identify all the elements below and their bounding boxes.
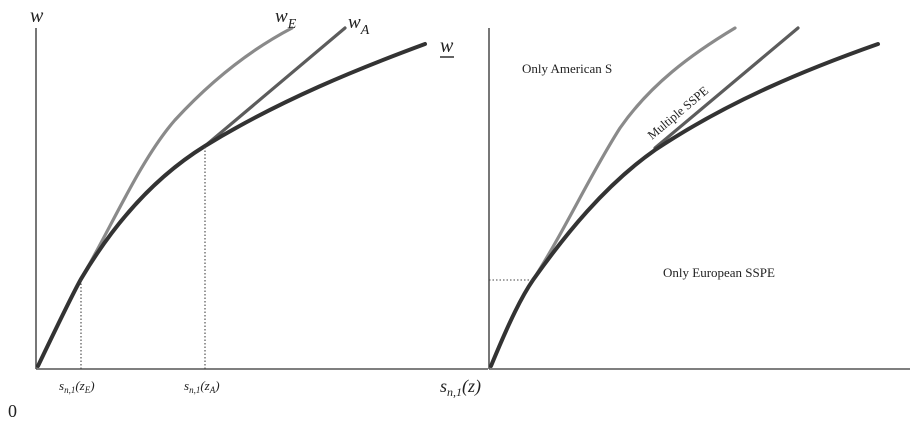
curve-w-underbar [36,42,427,368]
region-label-only-american: Only American S [522,61,612,76]
right-curve-middle [653,26,800,150]
right-curve-lower [489,42,880,368]
region-label-only-european: Only European SSPE [663,265,775,280]
curve-label-w-underbar: w [440,35,454,57]
y-axis-label: w [30,5,44,27]
curve-label-w-e: wE [275,6,297,32]
origin-label: 0 [8,401,17,421]
tick-label-z-e: sn,1(zE) [59,378,95,395]
tick-label-z-a: sn,1(zA) [184,378,220,395]
right-curve-upper [531,26,737,282]
right-panel: Only American S Multiple SSPE Only Europ… [488,26,910,370]
curve-w-e [79,26,294,281]
x-axis-label: sn,1(z) [440,376,481,399]
curve-w-a [203,26,347,148]
left-panel: w wE wA w 0 sn,1(zE) sn,1(zA) sn,1(z) [8,5,488,421]
curve-label-w-a: wA [348,12,370,38]
